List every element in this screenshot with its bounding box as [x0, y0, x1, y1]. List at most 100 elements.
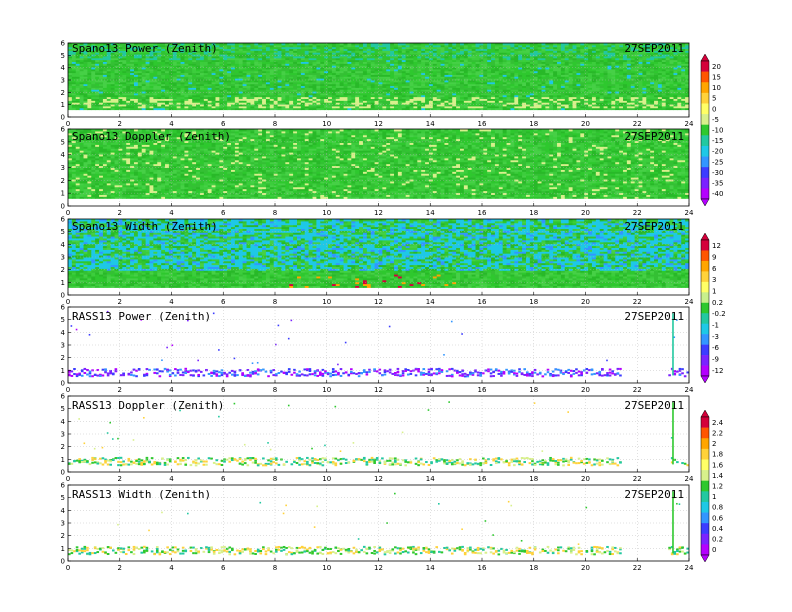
heatmap-cell [99, 107, 104, 111]
heatmap-cell [584, 43, 589, 46]
heatmap-cell [518, 87, 523, 90]
heatmap-cell [246, 85, 251, 88]
heatmap-cell [421, 48, 426, 51]
heatmap-cell [533, 59, 539, 62]
heatmap-cell [564, 50, 570, 53]
heatmap-cell [553, 52, 558, 55]
heatmap-cell [320, 105, 325, 109]
heatmap-cell [502, 81, 508, 85]
heatmap-cell [273, 87, 279, 90]
heatmap-cell [382, 85, 387, 88]
heatmap-cell [180, 43, 185, 46]
heatmap-cell [331, 105, 337, 109]
heatmap-cell [525, 91, 531, 94]
heatmap-cell [308, 104, 314, 107]
heatmap-cell [405, 87, 411, 90]
heatmap-cell [79, 76, 85, 79]
heatmap-cell [196, 105, 201, 109]
heatmap-cell [432, 74, 438, 77]
heatmap-cell [114, 105, 119, 109]
heatmap-cell [397, 65, 403, 68]
heatmap-cell [168, 67, 174, 70]
heatmap-cell [227, 102, 232, 105]
heatmap-cell [417, 80, 422, 83]
heatmap-cell [487, 96, 492, 99]
heatmap-cell [487, 94, 492, 98]
heatmap-cell [118, 102, 123, 105]
heatmap-cell [242, 81, 248, 85]
heatmap-cell [281, 72, 286, 75]
heatmap-cell [425, 98, 430, 101]
heatmap-cell [176, 70, 182, 74]
heatmap-cell [203, 44, 209, 48]
heatmap-cell [456, 65, 461, 68]
heatmap-cell [603, 72, 608, 75]
heatmap-cell [165, 59, 170, 62]
heatmap-cell [339, 52, 345, 55]
heatmap-cell [207, 74, 213, 77]
heatmap-cell [397, 85, 403, 88]
heatmap-cell [378, 87, 383, 90]
heatmap-cell [339, 89, 345, 92]
heatmap-cell [549, 52, 554, 55]
heatmap-cell [463, 61, 469, 64]
heatmap-cell [137, 102, 143, 105]
heatmap-cell [250, 80, 255, 83]
heatmap-cell [118, 70, 123, 74]
heatmap-cell [68, 68, 73, 72]
heatmap-cell [316, 78, 321, 81]
heatmap-cell [99, 104, 104, 107]
heatmap-cell [553, 44, 558, 48]
heatmap-cell [250, 87, 255, 90]
heatmap-cell [157, 72, 162, 75]
heatmap-cell [514, 80, 519, 83]
heatmap-cell [436, 105, 442, 109]
heatmap-cell [374, 76, 379, 79]
heatmap-cell [95, 81, 100, 85]
heatmap-cell [557, 57, 562, 61]
heatmap-cell [331, 98, 337, 101]
heatmap-cell [498, 54, 504, 57]
heatmap-cell [343, 98, 348, 101]
heatmap-cell [409, 55, 414, 59]
heatmap-cell [498, 80, 504, 83]
heatmap-cell [452, 68, 457, 72]
heatmap-cell [95, 104, 100, 107]
heatmap-cell [172, 107, 178, 111]
heatmap-cell [99, 65, 104, 68]
heatmap-cell [106, 92, 112, 96]
heatmap-cell [335, 48, 341, 51]
heatmap-cell [355, 57, 360, 61]
heatmap-cell [386, 44, 391, 48]
heatmap-cell [557, 54, 562, 57]
heatmap-cell [130, 52, 135, 55]
heatmap-cell [110, 50, 116, 53]
heatmap-cell [557, 105, 562, 109]
heatmap-cell [572, 52, 577, 55]
heatmap-cell [328, 61, 333, 64]
heatmap-cell [262, 63, 267, 66]
heatmap-cell [254, 91, 259, 94]
heatmap-cell [448, 94, 453, 98]
heatmap-cell [254, 52, 259, 55]
heatmap-cell [498, 96, 504, 99]
heatmap-cell [304, 61, 310, 64]
heatmap-cell [145, 78, 151, 81]
heatmap-cell [584, 55, 589, 59]
heatmap-cell [269, 107, 275, 111]
heatmap-cell [262, 102, 267, 105]
heatmap-cell [386, 59, 391, 62]
heatmap-cell [207, 50, 213, 53]
heatmap-cell [382, 48, 387, 51]
heatmap-cell [580, 67, 585, 70]
heatmap-cell [448, 57, 453, 61]
heatmap-cell [75, 87, 81, 90]
heatmap-cell [234, 104, 240, 107]
heatmap-cell [560, 63, 566, 66]
heatmap-cell [557, 46, 562, 50]
heatmap-cell [180, 48, 185, 51]
heatmap-cell [498, 107, 504, 111]
heatmap-cell [549, 107, 554, 111]
heatmap-cell [467, 105, 473, 109]
heatmap-cell [564, 59, 570, 62]
